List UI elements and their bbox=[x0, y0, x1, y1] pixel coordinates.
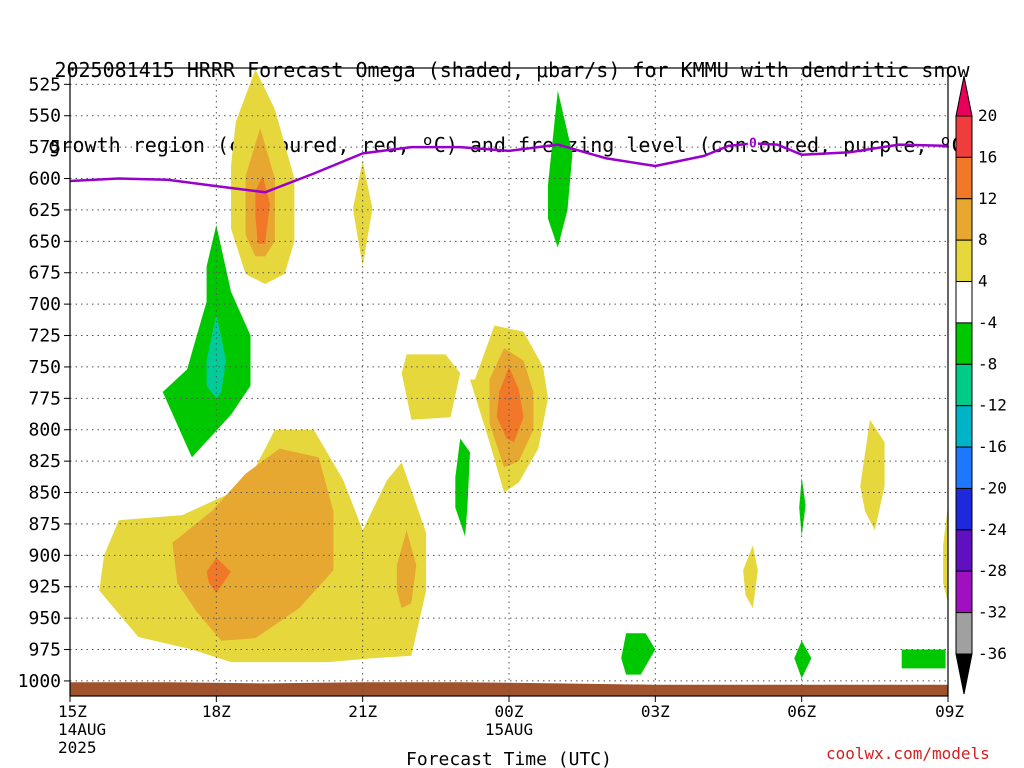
y-tick-label: 825 bbox=[28, 451, 61, 472]
colorbar-swatch bbox=[955, 198, 973, 241]
y-tick-label: 625 bbox=[28, 200, 61, 221]
colorbar-label: -28 bbox=[978, 561, 1007, 580]
colorbar-swatch bbox=[955, 281, 973, 324]
ground-strip bbox=[70, 682, 948, 696]
y-tick-label: 650 bbox=[28, 231, 61, 252]
colorbar-label: 4 bbox=[978, 272, 988, 291]
colorbar: 20 16 12 8 4 -4 -8 -12 -16 -20 -24 -28 -32 -36 bbox=[955, 75, 1007, 695]
omega-area-4 bbox=[352, 160, 373, 267]
omega-area-23 bbox=[901, 649, 946, 669]
omega-area-8 bbox=[401, 354, 461, 420]
colorbar-label: -36 bbox=[978, 644, 1007, 663]
colorbar-swatch bbox=[955, 156, 973, 200]
y-tick-label: 975 bbox=[28, 640, 61, 661]
colorbar-swatch bbox=[955, 487, 973, 531]
source-credit: coolwx.com/models bbox=[826, 744, 990, 763]
omega-shading bbox=[99, 69, 948, 679]
colorbar-label: -20 bbox=[978, 478, 1007, 497]
y-tick-label: 775 bbox=[28, 388, 61, 409]
y-tick-label: 925 bbox=[28, 577, 61, 598]
colorbar-swatch bbox=[955, 529, 973, 572]
y-tick-label: 850 bbox=[28, 483, 61, 504]
y-tick-label: 875 bbox=[28, 514, 61, 535]
colorbar-label: -16 bbox=[978, 437, 1007, 456]
y-tick-label: 950 bbox=[28, 608, 61, 629]
colorbar-label: 12 bbox=[978, 189, 997, 208]
x-tick-label: 06Z bbox=[787, 702, 816, 721]
omega-area-15 bbox=[396, 530, 417, 609]
omega-area-14 bbox=[172, 448, 334, 641]
y-tick-label: 900 bbox=[28, 545, 61, 566]
colorbar-label: 16 bbox=[978, 147, 997, 166]
colorbar-swatch bbox=[955, 446, 973, 489]
x-tick-label: 21Z bbox=[348, 702, 377, 721]
x-axis-title: Forecast Time (UTC) bbox=[406, 749, 612, 768]
omega-area-16 bbox=[206, 557, 231, 593]
colorbar-label: -12 bbox=[978, 396, 1007, 415]
y-tick-label: 550 bbox=[28, 106, 61, 127]
freezing-label-bg bbox=[747, 135, 758, 150]
colorbar-swatch bbox=[955, 239, 973, 283]
y-tick-label: 800 bbox=[28, 420, 61, 441]
omega-area-20 bbox=[799, 477, 806, 537]
omega-area-22 bbox=[794, 640, 812, 679]
x-tick-label: 18Z bbox=[202, 702, 231, 721]
grid-lines bbox=[70, 68, 948, 696]
colorbar-top-triangle bbox=[955, 75, 973, 117]
colorbar-swatch bbox=[955, 115, 973, 158]
y-tick-label: 575 bbox=[28, 137, 61, 158]
chart-title-line1: 2025081415 HRRR Forecast Omega (shaded, … bbox=[54, 58, 970, 82]
x-tick-label: 09Z bbox=[935, 702, 964, 721]
ground-surface bbox=[70, 682, 948, 696]
colorbar-label: -4 bbox=[978, 313, 997, 332]
omega-area-17 bbox=[743, 545, 758, 609]
y-tick-label: 525 bbox=[28, 74, 61, 95]
colorbar-bottom-triangle bbox=[955, 653, 973, 695]
omega-area-7 bbox=[206, 314, 227, 399]
x-tick-sublabel: 15AUG bbox=[485, 720, 533, 739]
x-tick-label: 15Z bbox=[58, 702, 87, 721]
omega-area-19 bbox=[943, 505, 948, 604]
colorbar-label: -8 bbox=[978, 354, 997, 373]
x-tick-sublabel: 2025 bbox=[58, 738, 97, 757]
y-axis-ticks: 525 550 575 600 625 650 675 700 725 750 775 800 825 8… bbox=[18, 74, 70, 692]
omega-area-11 bbox=[496, 366, 524, 443]
colorbar-swatch bbox=[955, 405, 973, 448]
colorbar-swatch bbox=[955, 570, 973, 614]
colorbar-swatch bbox=[955, 363, 973, 407]
colorbar-label: -24 bbox=[978, 520, 1007, 539]
omega-area-6 bbox=[162, 225, 251, 458]
x-tick-sublabel: 14AUG bbox=[58, 720, 106, 739]
y-tick-label: 1000 bbox=[18, 671, 61, 692]
y-tick-label: 600 bbox=[28, 169, 61, 190]
y-tick-label: 750 bbox=[28, 357, 61, 378]
y-tick-label: 700 bbox=[28, 294, 61, 315]
colorbar-swatch bbox=[955, 612, 973, 655]
omega-area-18 bbox=[860, 419, 885, 531]
colorbar-label: -32 bbox=[978, 603, 1007, 622]
omega-area-21 bbox=[621, 633, 656, 675]
freezing-level-line bbox=[70, 142, 948, 194]
y-tick-label: 725 bbox=[28, 326, 61, 347]
freezing-level: 0 bbox=[70, 135, 948, 194]
y-tick-label: 675 bbox=[28, 263, 61, 284]
freezing-level-label: 0 bbox=[749, 136, 757, 151]
colorbar-label: 8 bbox=[978, 230, 988, 249]
omega-area-5 bbox=[548, 90, 573, 248]
omega-area-12 bbox=[455, 438, 470, 537]
x-tick-label: 00Z bbox=[495, 702, 524, 721]
colorbar-label: 20 bbox=[978, 106, 997, 125]
x-tick-label: 03Z bbox=[641, 702, 670, 721]
colorbar-swatch bbox=[955, 322, 973, 365]
